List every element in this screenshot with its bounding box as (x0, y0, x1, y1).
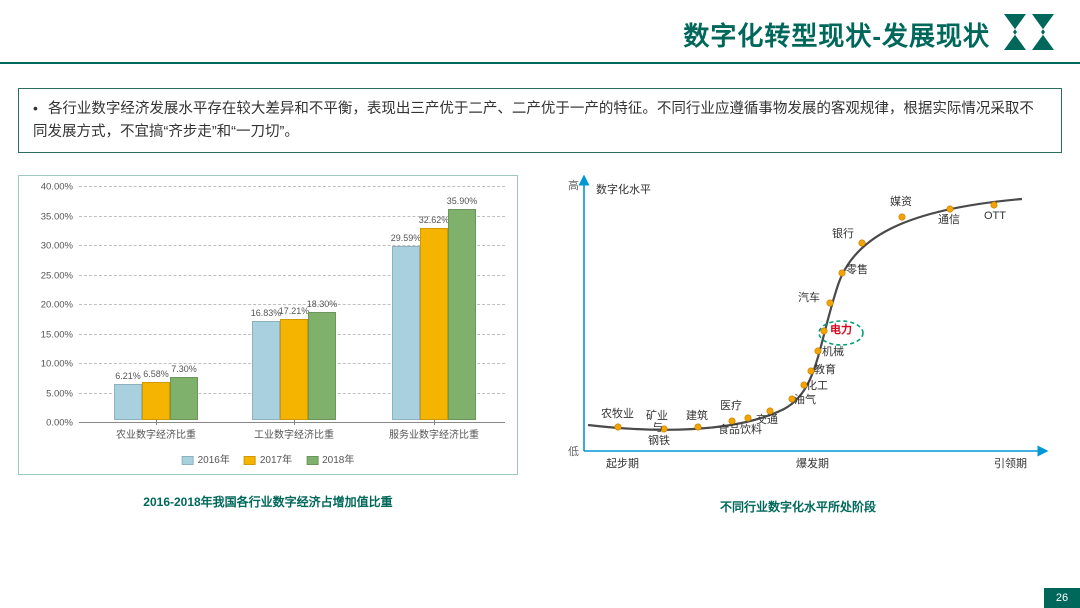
industry-label: 交通 (756, 412, 778, 426)
industry-marker (695, 424, 701, 430)
bar-value-label: 18.30% (307, 299, 338, 309)
bar-group: 29.59%32.62%35.90%服务业数字经济比重 (379, 209, 489, 421)
category-label: 服务业数字经济比重 (379, 426, 489, 441)
bar-group: 6.21%6.58%7.30%农业数字经济比重 (101, 377, 211, 420)
industry-label: 化工 (806, 378, 828, 392)
y-axis-tick-label: 20.00% (41, 300, 73, 311)
industry-marker (615, 424, 621, 430)
bar: 6.58% (142, 382, 170, 421)
bar-chart-legend: 2016年 2017年 2018年 (182, 451, 355, 466)
y-axis-tick-label: 25.00% (41, 270, 73, 281)
y-axis-tick-label: 0.00% (46, 418, 73, 429)
chevron-decoration-icon (1000, 14, 1062, 50)
industry-label: 油气 (794, 392, 816, 406)
s-curve-chart: 高低数字化水平起步期爆发期引领期农牧业矿业与钢铁建筑医疗食品饮料交通油气化工教育… (546, 175, 1050, 475)
legend-item: 2017年 (244, 451, 292, 466)
industry-label: 农牧业 (601, 406, 634, 420)
bar-group: 16.83%17.21%18.30%工业数字经济比重 (239, 312, 349, 420)
industry-marker (745, 415, 751, 421)
industry-label: 机械 (822, 344, 844, 358)
x-stage-label: 引领期 (994, 456, 1027, 470)
summary-text: 各行业数字经济发展水平存在较大差异和不平衡，表现出三产优于二产、二产优于一产的特… (33, 101, 1034, 140)
industry-marker (947, 206, 953, 212)
industry-marker (899, 214, 905, 220)
bar-chart-panel: 0.00% 5.00% 10.00% 15.00% 20.00% 25.00% 30.00%… (18, 175, 518, 515)
bar-value-label: 17.21% (279, 306, 310, 316)
title-bar: 数字化转型现状-发展现状 (0, 0, 1080, 64)
y-axis-tick-label: 35.00% (41, 211, 73, 222)
bar-value-label: 16.83% (251, 308, 282, 318)
y-axis-tick-label: 30.00% (41, 241, 73, 252)
bar-value-label: 32.62% (419, 215, 450, 225)
x-stage-label: 爆发期 (796, 456, 829, 470)
x-stage-label: 起步期 (606, 457, 639, 470)
industry-label: 通信 (938, 213, 960, 226)
y-axis-low-label: 低 (568, 445, 579, 458)
bar: 7.30% (170, 377, 198, 420)
bar-chart-caption: 2016-2018年我国各行业数字经济占增加值比重 (18, 493, 518, 510)
industry-marker (991, 202, 997, 208)
y-axis-tick-label: 10.00% (41, 359, 73, 370)
bar-value-label: 35.90% (447, 196, 478, 206)
industry-label: 媒资 (890, 195, 912, 208)
industry-marker (827, 300, 833, 306)
industry-label: 钢铁 (648, 434, 670, 447)
bar: 35.90% (448, 209, 476, 421)
s-curve-y-title: 数字化水平 (596, 182, 651, 196)
page-number: 26 (1044, 588, 1080, 608)
industry-label: 汽车 (798, 290, 820, 304)
bar: 17.21% (280, 319, 308, 421)
bar: 18.30% (308, 312, 336, 420)
category-label: 工业数字经济比重 (239, 426, 349, 441)
summary-box: • 各行业数字经济发展水平存在较大差异和不平衡，表现出三产优于二产、二产优于一产… (18, 88, 1062, 153)
industry-label: 零售 (846, 262, 868, 276)
industry-label: 矿业 (646, 409, 668, 422)
y-axis-tick-label: 40.00% (41, 182, 73, 193)
industry-label: 电力 (830, 322, 852, 336)
legend-item: 2016年 (182, 451, 230, 466)
industry-marker (821, 328, 827, 334)
y-axis-tick-label: 15.00% (41, 329, 73, 340)
industry-label: 与 (652, 421, 663, 434)
industry-label: 银行 (832, 226, 854, 240)
y-axis-tick-label: 5.00% (46, 388, 73, 399)
industry-marker (859, 240, 865, 246)
industry-marker (839, 270, 845, 276)
s-curve-caption: 不同行业数字化水平所处阶段 (546, 498, 1050, 515)
bar: 32.62% (420, 228, 448, 420)
industry-label: OTT (984, 210, 1006, 222)
industry-marker (815, 348, 821, 354)
bar: 6.21% (114, 384, 142, 421)
industry-label: 医疗 (720, 398, 742, 412)
bar-chart: 0.00% 5.00% 10.00% 15.00% 20.00% 25.00% 30.00%… (18, 175, 518, 475)
bar-value-label: 6.58% (143, 369, 169, 379)
legend-item: 2018年 (306, 451, 354, 466)
bullet-icon: • (33, 100, 38, 116)
industry-label: 教育 (814, 362, 836, 376)
bar-value-label: 29.59% (391, 233, 422, 243)
y-axis-high-label: 高 (568, 178, 579, 192)
category-label: 农业数字经济比重 (101, 426, 211, 441)
industry-label: 建筑 (686, 408, 708, 422)
slide-title: 数字化转型现状-发展现状 (683, 16, 990, 53)
bar: 16.83% (252, 321, 280, 420)
bar-value-label: 7.30% (171, 364, 197, 374)
s-curve-panel: 高低数字化水平起步期爆发期引领期农牧业矿业与钢铁建筑医疗食品饮料交通油气化工教育… (546, 175, 1050, 515)
bar-value-label: 6.21% (115, 371, 141, 381)
bar: 29.59% (392, 246, 420, 421)
